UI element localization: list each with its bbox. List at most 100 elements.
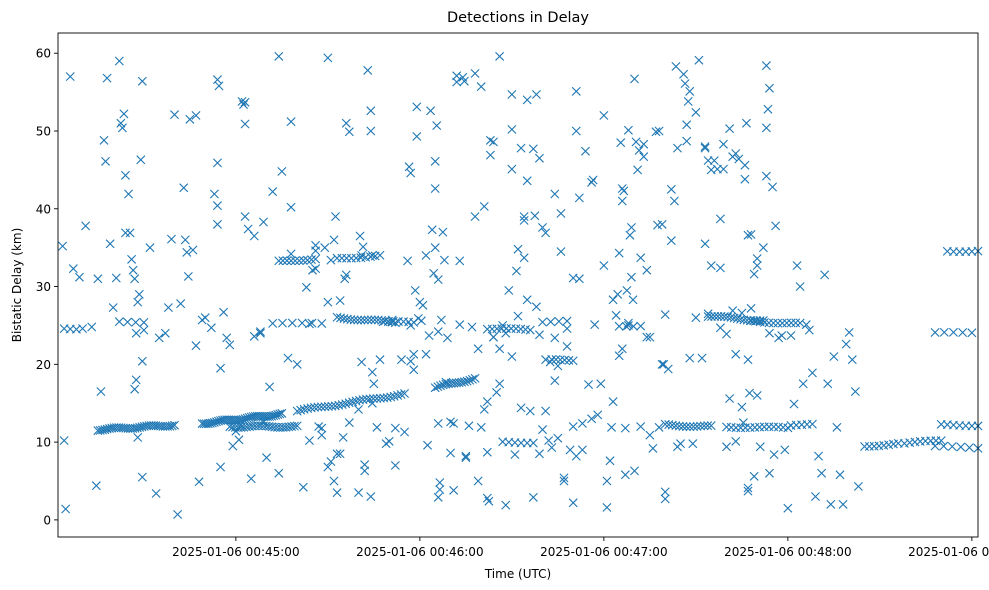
data-point xyxy=(967,328,977,338)
data-point xyxy=(344,418,354,428)
data-point xyxy=(507,352,517,362)
data-point xyxy=(706,421,716,431)
data-point xyxy=(396,389,406,399)
data-point xyxy=(134,289,144,299)
data-point xyxy=(124,189,134,199)
data-point xyxy=(625,230,635,240)
data-point xyxy=(356,315,366,325)
data-point xyxy=(101,156,111,166)
data-point xyxy=(671,61,681,71)
data-point xyxy=(621,321,631,331)
data-point xyxy=(372,393,382,403)
data-point xyxy=(761,61,771,71)
data-point xyxy=(170,420,180,430)
data-point xyxy=(620,470,630,480)
data-point xyxy=(400,389,410,398)
data-point xyxy=(446,448,456,458)
data-point xyxy=(219,307,229,317)
data-point xyxy=(87,322,97,332)
data-point xyxy=(768,182,778,192)
data-point xyxy=(212,158,222,168)
data-point xyxy=(706,261,716,271)
data-point xyxy=(446,417,456,427)
data-point xyxy=(262,453,272,463)
data-point xyxy=(522,176,532,186)
data-point xyxy=(432,121,442,131)
data-point xyxy=(782,318,792,328)
data-point xyxy=(286,202,296,212)
data-point xyxy=(814,451,824,461)
data-point xyxy=(853,481,863,491)
data-point xyxy=(571,86,581,96)
data-point xyxy=(304,436,314,446)
data-point xyxy=(743,483,753,493)
data-point xyxy=(773,318,783,328)
data-point xyxy=(507,89,517,99)
data-point xyxy=(366,492,376,502)
x-axis-label: Time (UTC) xyxy=(484,567,551,581)
data-point xyxy=(752,390,762,400)
data-point xyxy=(139,317,149,327)
data-point xyxy=(476,422,486,432)
data-point xyxy=(314,422,324,432)
data-point xyxy=(367,367,377,377)
data-point xyxy=(731,349,741,359)
data-point xyxy=(170,110,180,120)
data-point xyxy=(308,265,318,275)
data-point xyxy=(139,325,149,335)
data-point xyxy=(703,421,713,431)
data-point xyxy=(519,212,529,222)
data-point xyxy=(683,96,693,106)
data-point xyxy=(484,496,494,506)
data-point xyxy=(449,485,459,495)
data-point xyxy=(173,509,183,519)
data-point xyxy=(298,256,308,265)
data-point xyxy=(363,315,373,325)
data-point xyxy=(504,285,514,295)
data-point xyxy=(584,380,594,390)
data-point xyxy=(344,127,354,137)
data-point xyxy=(188,245,198,255)
data-point xyxy=(666,236,676,246)
data-point xyxy=(663,364,673,374)
data-point xyxy=(476,82,486,92)
data-point xyxy=(409,365,419,375)
data-point xyxy=(301,282,311,292)
data-point xyxy=(602,502,612,512)
data-point xyxy=(553,433,563,443)
data-point xyxy=(703,312,713,322)
data-point xyxy=(850,387,860,397)
data-point xyxy=(249,231,259,241)
data-point xyxy=(289,421,299,431)
data-point xyxy=(320,243,330,253)
data-point xyxy=(329,235,339,245)
data-point xyxy=(137,76,147,86)
data-point xyxy=(335,296,345,306)
data-point xyxy=(470,68,480,78)
data-point xyxy=(752,261,762,271)
data-point xyxy=(685,422,695,432)
data-point xyxy=(738,418,748,428)
data-point xyxy=(534,153,544,163)
data-point xyxy=(316,402,326,412)
data-point xyxy=(286,117,296,127)
data-point xyxy=(525,406,535,416)
data-point xyxy=(588,175,598,185)
data-point xyxy=(522,295,532,305)
data-point xyxy=(330,401,340,411)
data-point xyxy=(249,331,259,341)
data-point xyxy=(145,243,155,253)
data-point xyxy=(639,139,649,149)
data-point xyxy=(743,230,753,240)
data-point xyxy=(657,219,667,229)
data-point xyxy=(685,353,695,363)
data-point xyxy=(384,436,394,446)
data-point xyxy=(317,430,327,440)
data-point xyxy=(534,449,544,459)
data-point xyxy=(114,56,124,66)
data-point xyxy=(390,423,400,433)
data-point xyxy=(743,355,753,365)
data-point xyxy=(639,152,649,162)
data-point xyxy=(470,212,480,222)
data-point xyxy=(403,256,413,266)
